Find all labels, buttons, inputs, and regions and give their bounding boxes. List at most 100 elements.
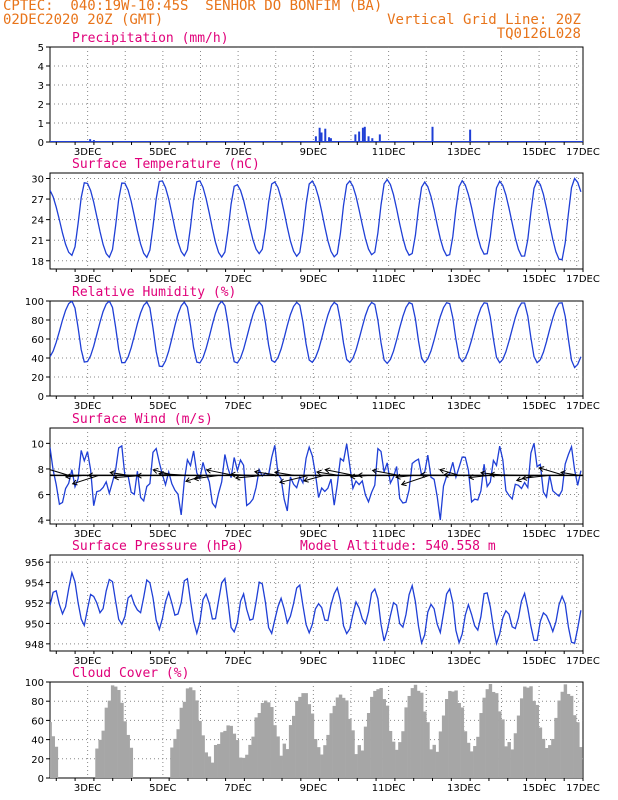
cloud-bar bbox=[426, 722, 430, 778]
wind-arrowhead bbox=[109, 470, 116, 477]
series-line bbox=[50, 177, 582, 261]
cloud-bar bbox=[229, 725, 233, 778]
y-tick-label: 4 bbox=[38, 516, 44, 527]
wind-arrowhead bbox=[357, 472, 363, 479]
cloud-bar bbox=[285, 749, 290, 778]
header-model-code: TQ0126L028 bbox=[496, 26, 581, 42]
panel-title: Precipitation (mm/h) bbox=[72, 31, 229, 46]
cloud-bar bbox=[504, 746, 508, 778]
wind-arrowhead bbox=[278, 478, 285, 485]
x-tick-label: 3DEC bbox=[74, 529, 101, 540]
x-tick-label: 3DEC bbox=[74, 783, 101, 794]
wind-arrowhead bbox=[521, 474, 528, 481]
y-tick-label: 60 bbox=[31, 335, 44, 346]
cloud-bar bbox=[401, 731, 405, 778]
cloud-bar bbox=[114, 686, 118, 778]
x-tick-label: 17DEC bbox=[566, 656, 600, 667]
y-tick-label: 40 bbox=[31, 736, 44, 747]
y-tick-label: 20 bbox=[31, 373, 44, 384]
cloud-bar bbox=[129, 747, 134, 778]
cloud-bar bbox=[391, 741, 396, 778]
wind-vector bbox=[65, 474, 84, 478]
cloud-bar bbox=[479, 713, 483, 778]
cloud-bar bbox=[566, 693, 571, 778]
wind-arrowhead bbox=[234, 474, 241, 481]
cloud-bar bbox=[348, 718, 352, 778]
cloud-bar bbox=[357, 745, 362, 778]
cloud-bar bbox=[341, 697, 346, 778]
wind-arrowhead bbox=[480, 470, 486, 477]
x-tick-label: 11DEC bbox=[372, 529, 406, 540]
cloud-bar bbox=[488, 684, 493, 778]
wind-vector bbox=[194, 474, 219, 480]
y-tick-label: 1 bbox=[38, 119, 44, 130]
cloud-bar bbox=[354, 754, 358, 778]
plot-area bbox=[50, 177, 582, 261]
x-tick-label: 17DEC bbox=[566, 401, 600, 412]
wind-vector bbox=[230, 473, 249, 476]
cloud-bar bbox=[563, 684, 568, 778]
wind-vector bbox=[235, 474, 264, 479]
cloud-bar bbox=[245, 754, 249, 778]
cloud-bar bbox=[120, 702, 124, 778]
panel-title: Surface Pressure (hPa) bbox=[72, 539, 244, 554]
cloud-bar bbox=[188, 687, 193, 778]
wind-arrowhead bbox=[439, 467, 445, 474]
header-date-line: 02DEC2020 20Z (GMT) bbox=[3, 12, 164, 28]
cloud-bar bbox=[304, 693, 308, 778]
y-tick-label: 20 bbox=[31, 755, 44, 766]
x-tick-label: 9DEC bbox=[300, 783, 327, 794]
cloud-bar bbox=[576, 722, 580, 778]
wind-vector bbox=[444, 474, 475, 476]
cloud-bar bbox=[235, 740, 240, 778]
cloud-bar bbox=[195, 700, 199, 778]
header-grid-line-note: Vertical Grid Line: 20Z bbox=[387, 12, 581, 28]
wind-arrowhead bbox=[87, 472, 94, 479]
wind-arrowhead bbox=[193, 475, 199, 482]
cloud-bar bbox=[569, 695, 574, 778]
wind-vector bbox=[439, 469, 460, 476]
plot-area bbox=[50, 126, 583, 142]
cloud-bar bbox=[407, 695, 411, 778]
cloud-bar bbox=[410, 688, 415, 778]
y-tick-label: 4 bbox=[38, 62, 44, 73]
cloud-bar bbox=[382, 699, 386, 778]
precip-bar bbox=[318, 127, 321, 142]
cloud-bar bbox=[388, 730, 393, 778]
x-tick-label: 13DEC bbox=[447, 529, 481, 540]
y-tick-label: 3 bbox=[38, 81, 44, 92]
x-tick-label: 11DEC bbox=[372, 274, 406, 285]
cloud-bar bbox=[326, 734, 330, 778]
y-tick-label: 950 bbox=[25, 619, 44, 630]
cloud-bar bbox=[454, 690, 458, 778]
cloud-bar bbox=[432, 744, 436, 778]
wind-arrowhead bbox=[71, 479, 78, 486]
cloud-bar bbox=[460, 707, 465, 778]
x-tick-label: 9DEC bbox=[300, 274, 327, 285]
panel-2: 18 21 24 27 30 3DEC 5DEC 7DEC 9DEC 11DEC 13DEC 15DE… bbox=[31, 157, 600, 285]
cloud-bar bbox=[298, 696, 302, 778]
x-tick-label: 11DEC bbox=[372, 656, 406, 667]
x-tick-label: 5DEC bbox=[149, 656, 176, 667]
cloud-bar bbox=[395, 749, 399, 778]
cloud-bar bbox=[320, 754, 324, 778]
cloud-bar bbox=[267, 702, 271, 778]
wind-arrowhead bbox=[538, 466, 545, 472]
precip-bar bbox=[363, 126, 366, 142]
series-line bbox=[50, 570, 582, 647]
wind-arrowhead bbox=[273, 469, 280, 476]
cloud-bar bbox=[498, 711, 502, 778]
wind-vector bbox=[254, 471, 280, 476]
precip-bar bbox=[367, 136, 370, 142]
cloud-bar bbox=[457, 702, 461, 778]
wind-arrowhead bbox=[113, 474, 119, 481]
x-tick-label: 7DEC bbox=[224, 147, 251, 158]
panel-5: 948 950 952 954 956 3DEC 5DEC 7DEC 9DEC 11DEC 13DE… bbox=[25, 539, 600, 667]
cloud-bar bbox=[301, 693, 305, 778]
plot-area bbox=[50, 443, 583, 521]
x-tick-label: 7DEC bbox=[224, 783, 251, 794]
cloud-bar bbox=[338, 694, 343, 778]
x-tick-label: 17DEC bbox=[566, 274, 600, 285]
x-tick-label: 15DEC bbox=[522, 147, 556, 158]
cloud-bar bbox=[332, 705, 337, 778]
